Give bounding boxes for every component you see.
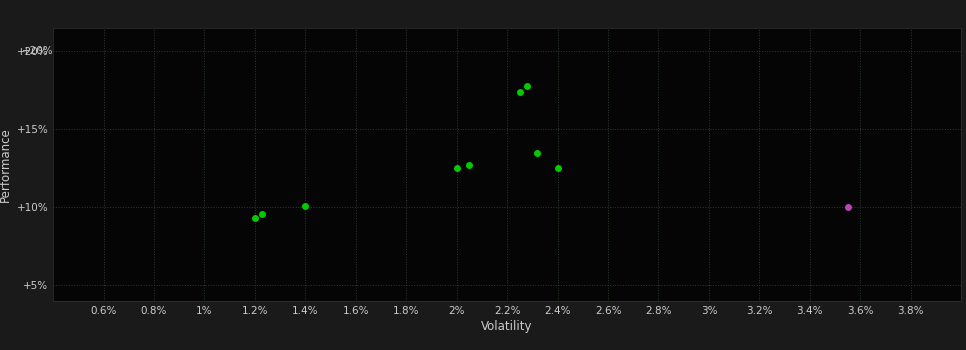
Point bbox=[520, 83, 535, 89]
X-axis label: Volatility: Volatility bbox=[481, 320, 533, 333]
Point bbox=[247, 216, 263, 221]
Point bbox=[462, 162, 477, 168]
Point bbox=[529, 150, 545, 156]
Point bbox=[839, 205, 855, 210]
Point bbox=[255, 211, 270, 216]
Y-axis label: Performance: Performance bbox=[0, 127, 13, 202]
Point bbox=[449, 166, 465, 171]
Point bbox=[512, 89, 527, 95]
Text: +20%: +20% bbox=[21, 47, 53, 56]
Point bbox=[298, 203, 313, 209]
Point bbox=[550, 166, 565, 171]
